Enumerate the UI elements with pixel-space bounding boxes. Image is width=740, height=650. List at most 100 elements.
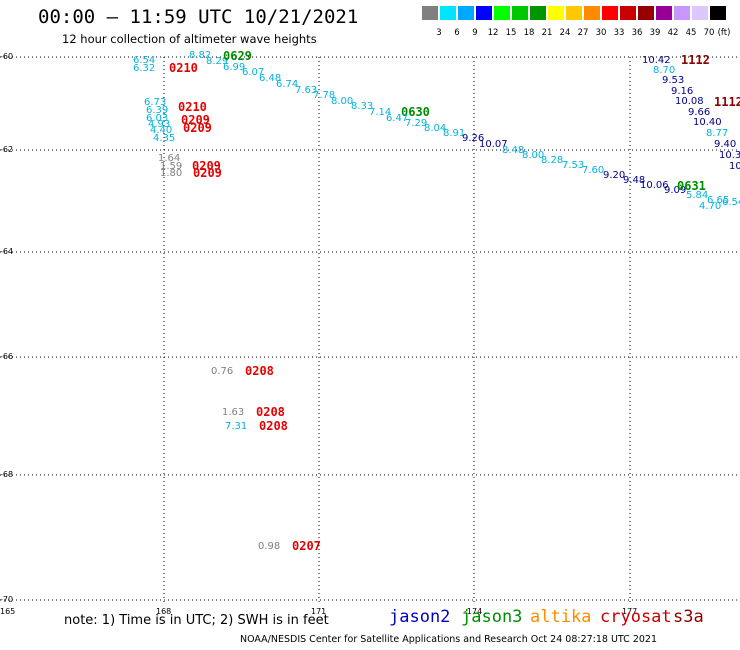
scale-swatch [620,6,636,20]
pass-time-label: 0207 [292,539,321,553]
wave-height-label: 1.63 [222,407,245,418]
scale-swatch [440,6,456,20]
scale-label: 21 [541,28,553,38]
scale-label: 12 [487,28,499,38]
scale-label: (ft) [717,28,731,38]
wave-height-label: 9.20 [603,170,626,181]
scale-swatch [584,6,600,20]
scale-swatch [692,6,708,20]
wave-height-label: 10 [729,161,740,172]
wave-height-label: 6.73 [144,97,167,108]
lat-label: -62 [0,145,14,154]
pass-time-label: 0631 [677,179,706,193]
wave-height-label: 0.76 [211,366,234,377]
scale-label: 33 [613,28,625,38]
wave-height-label: 6.54 [722,197,740,208]
wave-height-label: 8.00 [522,150,545,161]
legend-altika: altika [530,607,592,627]
pass-time-label: 0208 [245,364,274,378]
pass-time-label: 0210 [169,61,198,75]
wave-height-label: 1.59 [160,161,183,172]
lon-label: 168 [156,607,172,616]
wave-height-label: 6.54 [133,55,156,66]
scale-label: 6 [454,28,460,38]
wave-height-label: 10.08 [675,96,704,107]
wave-height-label: 4.40 [150,125,173,136]
wave-height-label: 8.29 [206,56,229,67]
wave-height-label: 9.40 [714,139,737,150]
wave-height-label: 6.03 [146,113,169,124]
lat-label: -64 [0,247,14,256]
scale-swatch [512,6,528,20]
scale-swatch [548,6,564,20]
wave-height-label: 9.09 [664,185,687,196]
wave-height-label: 8.82 [189,50,212,61]
wave-height-label: 6.48 [259,73,282,84]
wave-height-label: 4.93 [148,119,171,130]
wave-height-label: 10.42 [642,55,671,66]
scale-swatch [458,6,474,20]
pass-time-label: 0209 [193,166,222,180]
legend-s3a: s3a [673,607,704,627]
legend-jason3: jason3 [461,607,523,627]
pass-time-label: 0208 [256,405,285,419]
pass-time-label: 0210 [178,100,207,114]
scale-swatch [656,6,672,20]
wave-height-label: 7.53 [562,160,585,171]
lon-label: 177 [622,607,638,616]
wave-height-label: 9.26 [462,133,485,144]
pass-time-label: 0208 [259,419,288,433]
scale-label: 36 [631,28,643,38]
lat-label: -66 [0,352,14,361]
wave-height-label: 8.00 [331,96,354,107]
scale-label: 18 [523,28,535,38]
wave-height-label: 1.80 [160,168,183,179]
wave-height-label: 10.3 [719,150,740,161]
scale-swatch [476,6,492,20]
map-title: 00:00 – 11:59 UTC 10/21/2021 [38,6,359,28]
scale-label: 70 [703,28,715,38]
wave-height-label: 7.78 [313,90,336,101]
lon-label: -174 [464,607,483,616]
scale-label: 30 [595,28,607,38]
wave-height-label: 6.07 [242,67,265,78]
scale-swatch [494,6,510,20]
wave-height-label: 10.07 [479,139,508,150]
wave-height-label: 8.33 [351,101,374,112]
legend-cryosat: cryosat [600,607,672,627]
scale-label: 3 [436,28,442,38]
map-subtitle: 12 hour collection of altimeter wave hei… [62,32,317,46]
wave-height-label: 8.28 [541,155,564,166]
pass-time-label: 0209 [181,113,210,127]
scale-label: 39 [649,28,661,38]
wave-height-label: 6.47 [386,113,409,124]
scale-swatch [530,6,546,20]
scale-label: 15 [505,28,517,38]
wave-height-label: 8.48 [502,145,525,156]
wave-height-label: 6.65 [707,195,730,206]
wave-height-label: 8.04 [424,123,447,134]
wave-height-label: 8.70 [653,65,676,76]
scale-swatch [566,6,582,20]
wave-height-label: 8.91 [443,128,466,139]
pass-time-label: 1112 [681,53,710,67]
wave-height-label: 9.53 [662,75,685,86]
wave-height-label: 4.35 [153,133,176,144]
scale-swatch [602,6,618,20]
wave-height-label: 6.74 [276,79,299,90]
pass-time-label: 0630 [401,105,430,119]
scale-label: 45 [685,28,697,38]
lat-label: -68 [0,470,14,479]
legend-jason2: jason2 [389,607,451,627]
wave-height-label: 0.98 [258,541,281,552]
scale-swatch [674,6,690,20]
footer-credit: NOAA/NESDIS Center for Satellite Applica… [240,634,657,645]
wave-height-label: 7.60 [582,165,605,176]
scale-label: 42 [667,28,679,38]
wave-height-label: 9.48 [623,175,646,186]
scale-label: 27 [577,28,589,38]
lat-label: -60 [0,52,14,61]
wave-height-label: 7.14 [369,107,392,118]
wave-height-label: 9.66 [688,107,711,118]
